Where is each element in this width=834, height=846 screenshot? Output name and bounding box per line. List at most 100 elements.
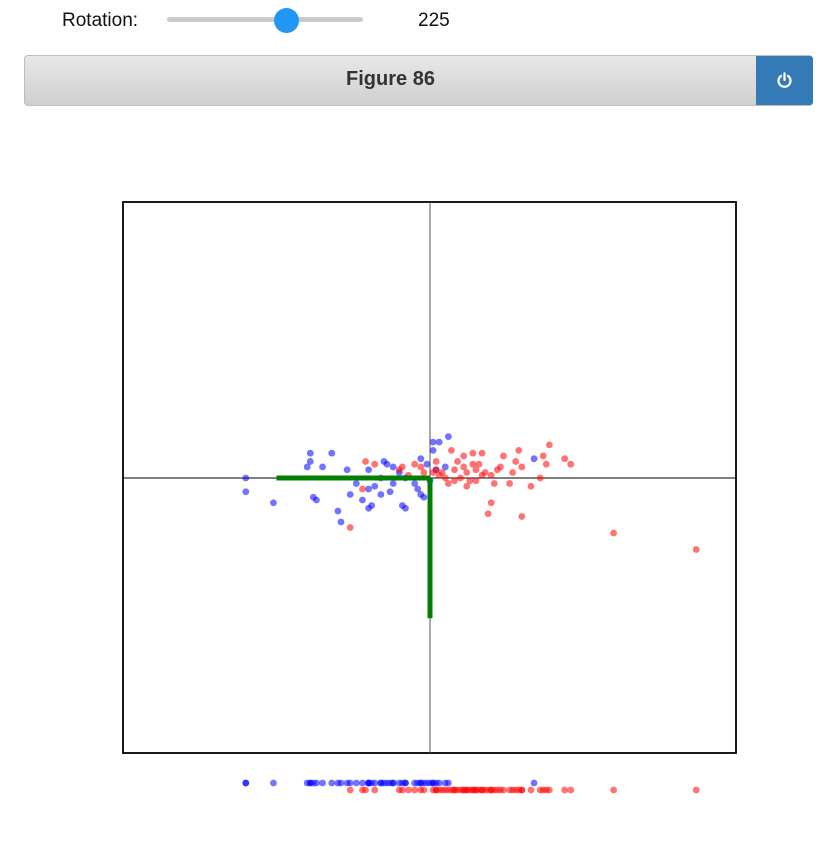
blue-projection-point	[435, 779, 443, 787]
red-projection-point	[420, 786, 428, 794]
blue-point	[402, 504, 409, 512]
blue-projection-point	[313, 779, 320, 787]
rotation-label: Rotation:	[62, 10, 139, 31]
blue-projection-point	[303, 779, 311, 787]
blue-projection-point	[417, 779, 425, 787]
red-point	[515, 447, 523, 454]
blue-projection-point	[383, 779, 391, 787]
blue-projection-point	[368, 779, 376, 787]
red-point	[469, 460, 477, 468]
red-projection-point	[692, 786, 700, 794]
blue-projection-point	[359, 779, 366, 787]
red-projection-point	[460, 786, 468, 794]
blue-point	[313, 496, 320, 504]
red-projection-point	[500, 786, 507, 794]
blue-point	[242, 488, 250, 496]
blue-projection-point	[426, 779, 434, 787]
red-point	[441, 474, 449, 482]
red-point	[469, 449, 477, 457]
blue-point	[429, 447, 437, 454]
red-point	[542, 460, 550, 468]
red-point	[545, 441, 553, 449]
blue-point	[334, 507, 342, 515]
red-projection-point	[567, 786, 575, 794]
red-projection-point	[432, 786, 440, 794]
blue-projection-point	[242, 779, 250, 787]
red-point	[506, 480, 513, 487]
blue-projection-point	[441, 779, 449, 787]
red-point	[472, 466, 480, 474]
rotation-slider-row: Rotation: 225	[0, 0, 834, 44]
red-point	[420, 469, 428, 476]
red-point	[444, 480, 452, 487]
red-point	[451, 477, 458, 485]
red-point	[451, 466, 458, 474]
blue-point	[371, 482, 379, 490]
red-projection-point	[362, 786, 369, 794]
blue-point	[242, 474, 250, 482]
red-projection-point	[527, 786, 535, 794]
red-point	[496, 463, 504, 471]
red-point	[448, 447, 455, 454]
red-point	[346, 524, 354, 531]
blue-point	[411, 480, 419, 487]
red-point	[438, 469, 446, 476]
blue-point	[441, 463, 449, 471]
blue-projection-point	[402, 779, 409, 787]
red-projection-point	[518, 786, 526, 794]
red-point	[692, 546, 700, 553]
red-point	[567, 460, 575, 468]
blue-point	[337, 518, 345, 526]
blue-point	[343, 466, 351, 474]
red-point	[466, 477, 474, 485]
blue-projection-point	[530, 779, 538, 787]
figure-title: Figure 86	[346, 68, 435, 90]
power-icon	[777, 72, 792, 88]
red-point	[487, 471, 495, 479]
red-point	[463, 469, 471, 476]
red-point	[490, 480, 498, 487]
blue-point	[530, 455, 538, 463]
blue-point	[306, 458, 314, 465]
blue-projection-point	[352, 779, 360, 787]
power-button[interactable]	[756, 56, 813, 105]
red-point	[484, 510, 492, 518]
rotation-slider-track[interactable]	[167, 17, 363, 22]
red-point	[512, 458, 520, 465]
blue-point	[352, 480, 360, 487]
blue-point	[444, 433, 452, 440]
red-projection-point	[484, 786, 492, 794]
red-projection-point	[398, 786, 406, 794]
red-point	[509, 469, 517, 476]
blue-projection-point	[319, 779, 326, 787]
blue-point	[389, 463, 397, 471]
blue-point	[303, 463, 311, 471]
blue-projection-point	[328, 779, 336, 787]
blue-projection-point	[337, 779, 345, 787]
red-point	[454, 458, 461, 465]
red-point	[472, 477, 480, 485]
rotation-slider-handle[interactable]	[274, 8, 299, 33]
blue-point	[319, 463, 326, 471]
red-projection-point	[610, 786, 617, 794]
blue-point	[429, 438, 437, 446]
blue-projection-point	[389, 779, 397, 787]
red-point	[610, 529, 617, 537]
red-point	[561, 455, 569, 463]
red-point	[463, 482, 471, 490]
blue-projection-point	[270, 779, 277, 787]
red-point	[460, 463, 468, 471]
blue-point	[414, 485, 422, 493]
red-projection-point	[411, 786, 419, 794]
blue-point	[365, 466, 372, 474]
red-point	[359, 485, 366, 493]
red-point	[487, 499, 495, 507]
red-point	[478, 449, 486, 457]
blue-point	[383, 460, 391, 468]
blue-point	[389, 480, 397, 487]
blue-point	[386, 488, 394, 496]
red-point	[457, 474, 464, 482]
red-projection-point	[561, 786, 569, 794]
red-projection-point	[371, 786, 379, 794]
